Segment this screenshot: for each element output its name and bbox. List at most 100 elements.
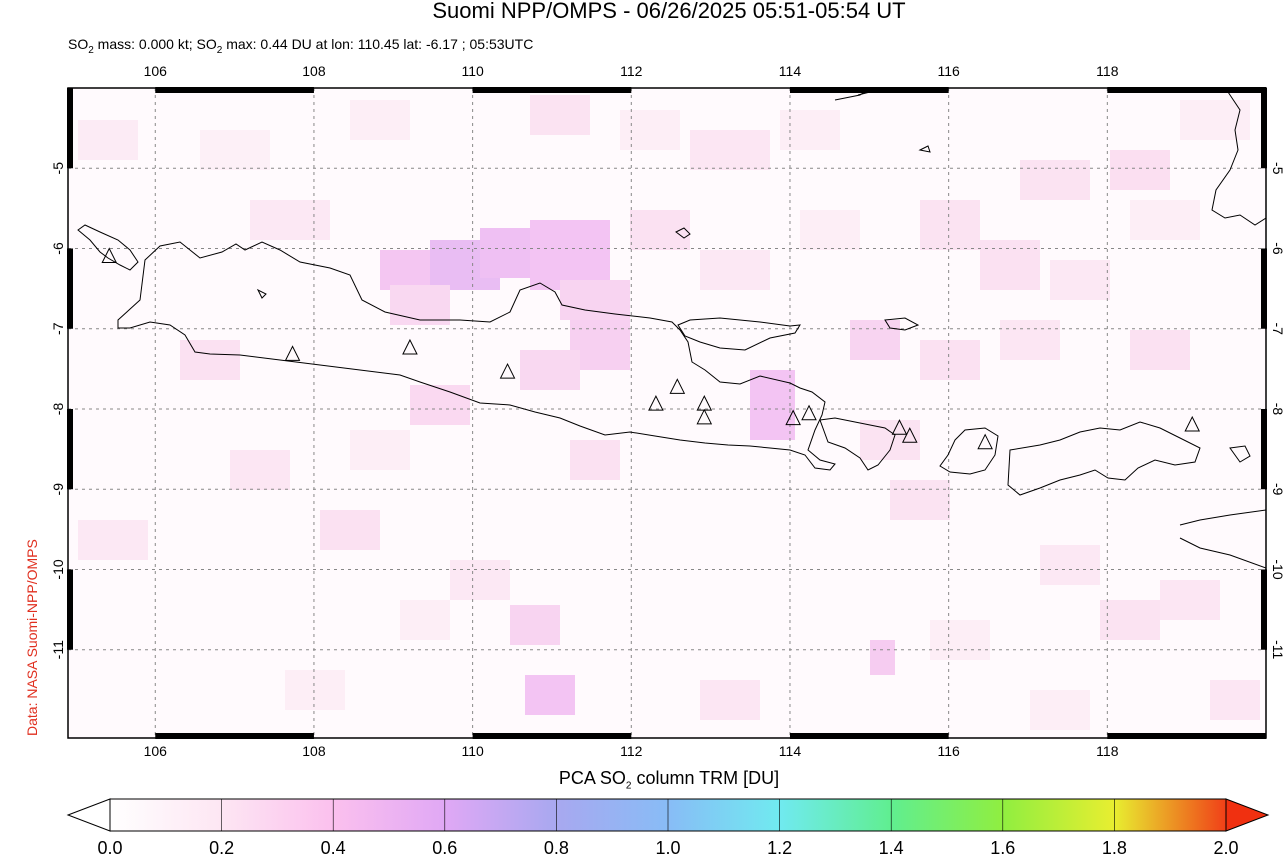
so2-label: SO (68, 36, 89, 52)
lon-tick-label-top: 108 (302, 63, 326, 79)
lat-tick-label-left: -11 (50, 640, 66, 659)
frame-bar-right (1261, 88, 1267, 169)
mass-text: mass: 0.000 kt; (93, 36, 197, 52)
lat-tick-label-left: -7 (50, 322, 66, 335)
lon-tick-label-top: 106 (144, 63, 168, 79)
lon-tick-label-bottom: 112 (620, 743, 643, 759)
colorbar-tick-label: 1.8 (1102, 838, 1127, 855)
java-island (117, 241, 836, 471)
colorbar-tick-label: 1.4 (879, 838, 904, 855)
colorbar-title: PCA SO2 column TRM [DU] (0, 768, 1288, 792)
lombok-island (939, 427, 999, 475)
colorbar-tick-label: 1.2 (767, 838, 792, 855)
lat-tick-label-left: -8 (50, 403, 66, 416)
bali-island (819, 417, 896, 471)
frame-bar-right (1261, 569, 1267, 650)
lat-tick-label-left: -9 (50, 483, 66, 496)
colorbar-tick-label: 0.0 (97, 838, 122, 855)
colorbar-tick-label: 0.4 (321, 838, 346, 855)
map-subtitle: SO2 mass: 0.000 kt; SO2 max: 0.44 DU at … (68, 36, 533, 56)
lat-tick-label-left: -5 (50, 162, 66, 175)
colorbar-low-arrow (66, 798, 111, 832)
so2-pixel-layer (78, 95, 1260, 730)
colorbar-tick-label: 2.0 (1213, 838, 1238, 855)
volcano-marker (801, 404, 817, 421)
colorbar-tick-label: 0.6 (432, 838, 457, 855)
bawean-island (675, 227, 691, 239)
lon-tick-label-top: 114 (779, 63, 802, 79)
so2-label-2: SO (196, 36, 217, 52)
colorbar-tick-label: 1.6 (990, 838, 1015, 855)
lon-tick-label-top: 110 (461, 63, 484, 79)
madura-island (677, 317, 801, 351)
volcano-marker (669, 378, 686, 394)
frame-bar-left (67, 569, 73, 650)
lon-tick-label-top: 118 (1096, 63, 1119, 79)
sumba-island (1179, 509, 1266, 526)
lat-tick-label-left: -6 (50, 242, 66, 255)
volcano-markers (101, 247, 1201, 450)
so2-subscript-2: 2 (216, 44, 223, 56)
lon-tick-label-top: 116 (937, 63, 960, 79)
colorbar-tick-labels: 0.0 0.2 0.4 0.6 0.8 1.0 1.2 1.4 1.6 1.8 2.0 (97, 799, 1239, 855)
volcano-marker (696, 408, 713, 425)
frame-bar-top (155, 87, 314, 93)
frame-bar-left (67, 408, 73, 490)
colorbar-tick-label: 1.0 (655, 838, 680, 855)
frame-bar-right (1261, 248, 1267, 329)
frame-bar-bottom (472, 733, 632, 739)
frame-bar-top (789, 87, 949, 93)
frame-bar-bottom (1107, 733, 1266, 739)
lat-tick-label-right: -9 (1270, 483, 1286, 496)
lat-tick-label-right: -11 (1270, 640, 1286, 659)
colorbar-title-sub: 2 (625, 780, 632, 792)
graticule (68, 88, 1266, 738)
colorbar-tick-label: 0.8 (544, 838, 569, 855)
axis-tick-labels: 106 106 108 108 110 110 112 112 114 114 116 116 118 1… (50, 63, 1286, 759)
lat-tick-label-right: -6 (1270, 242, 1286, 255)
volcano-marker (977, 433, 993, 450)
volcano-marker (402, 338, 418, 355)
sulawesi-coast (1211, 91, 1266, 226)
colorbar-tick-label: 0.2 (209, 838, 234, 855)
lon-tick-label-bottom: 118 (1096, 743, 1119, 759)
lon-tick-label-bottom: 116 (937, 743, 960, 759)
frame-bars (67, 87, 1267, 739)
colorbar-title-pre: PCA SO (558, 768, 626, 788)
lat-tick-label-left: -10 (50, 559, 66, 579)
lat-tick-label-right: -8 (1270, 403, 1286, 416)
volcano-marker (648, 395, 664, 411)
volcano-marker (1184, 415, 1201, 432)
volcano-marker (785, 409, 801, 426)
volcano-marker (284, 345, 301, 361)
map-title: Suomi NPP/OMPS - 06/26/2025 05:51-05:54 … (432, 0, 906, 23)
frame-bar-bottom (155, 733, 314, 739)
frame-bar-right (1261, 408, 1267, 490)
lon-tick-label-bottom: 106 (144, 743, 168, 759)
volcano-marker (101, 247, 118, 264)
lat-tick-label-right: -7 (1270, 323, 1286, 336)
volcano-marker (499, 362, 516, 379)
max-text: max: 0.44 DU at lon: 110.45 lat: -6.17 ;… (222, 36, 534, 52)
so2-subscript: 2 (88, 44, 94, 56)
lat-tick-label-right: -5 (1270, 162, 1286, 175)
frame-bar-bottom (789, 733, 949, 739)
lon-tick-label-top: 112 (620, 63, 643, 79)
sumatra-tip (77, 224, 139, 271)
sumbawa-island (1007, 421, 1201, 496)
volcano-marker (891, 419, 908, 435)
frame-bar-left (67, 248, 73, 329)
coastline-layer (77, 88, 1266, 569)
lon-tick-label-bottom: 114 (779, 743, 802, 759)
frame-bar-left (67, 88, 73, 169)
lon-tick-label-bottom: 108 (302, 743, 326, 759)
lon-tick-label-bottom: 110 (461, 743, 484, 759)
kangean-island (884, 317, 920, 331)
frame-bar-top (1107, 87, 1266, 93)
colorbar-title-post: column TRM [DU] (631, 768, 780, 788)
colorbar-high-arrow (1225, 798, 1270, 832)
frame-bar-top (472, 87, 632, 93)
sumba-island-south (1179, 537, 1266, 569)
volcano-marker (901, 427, 918, 443)
